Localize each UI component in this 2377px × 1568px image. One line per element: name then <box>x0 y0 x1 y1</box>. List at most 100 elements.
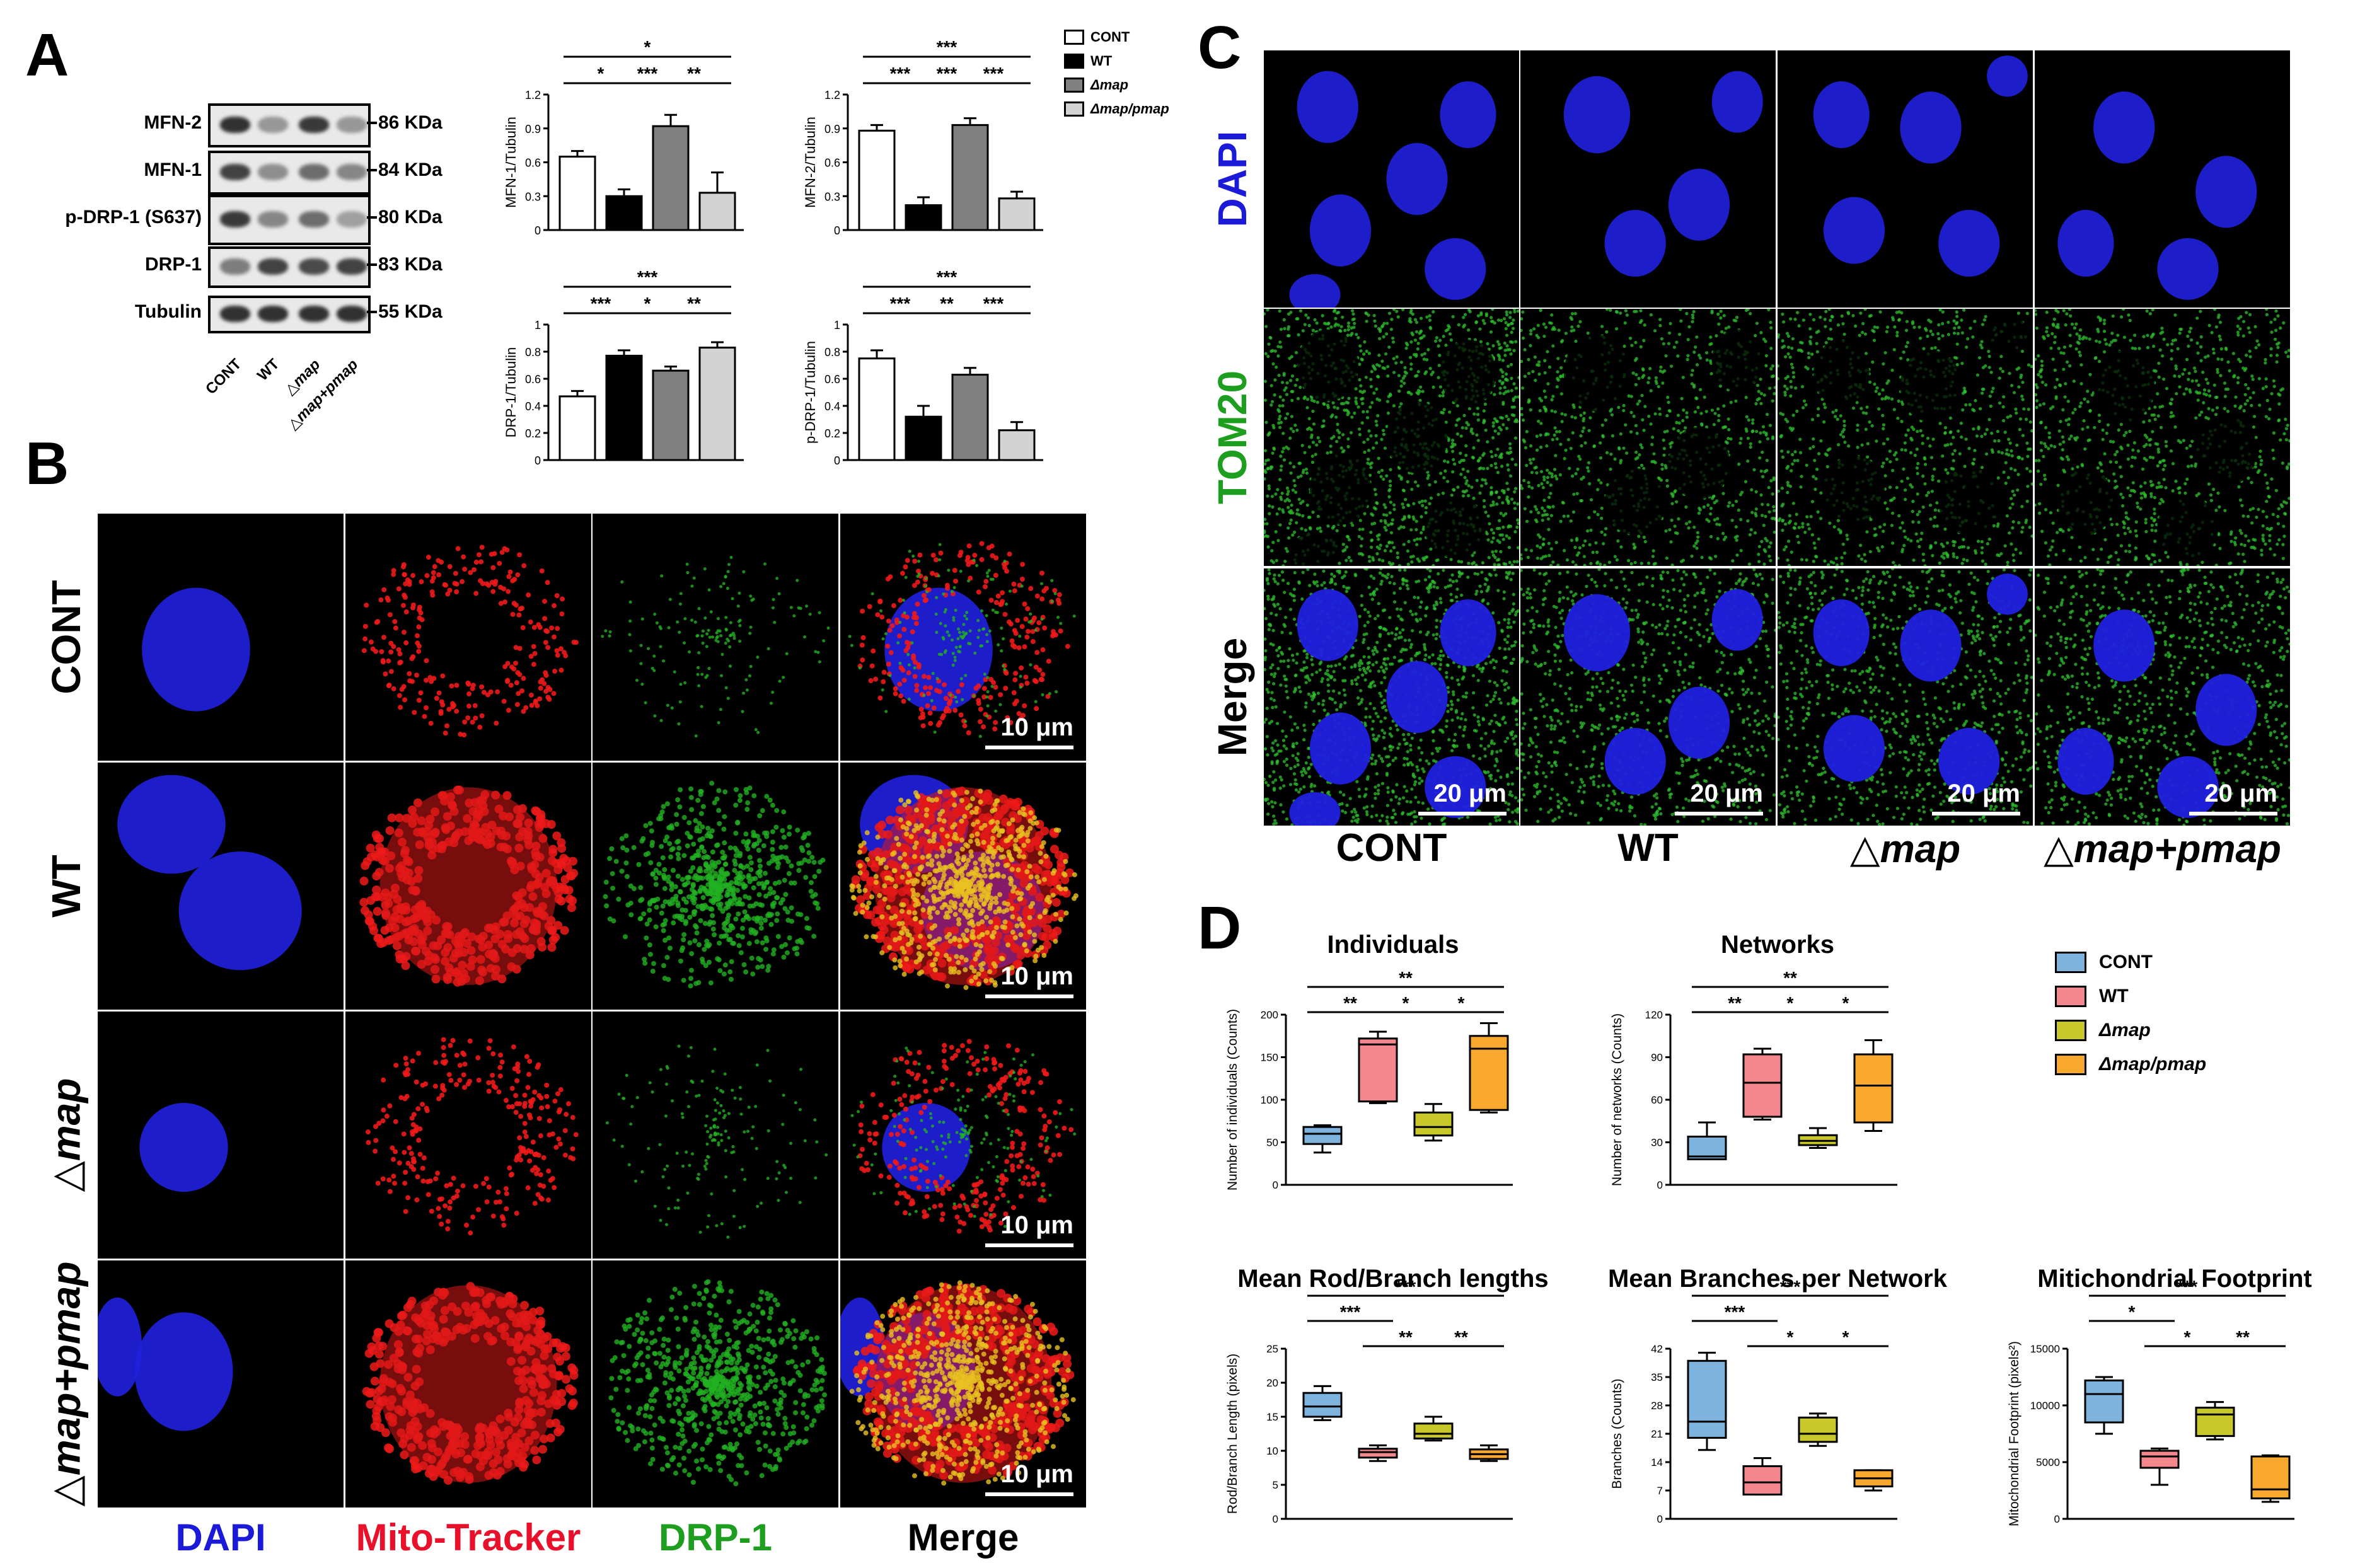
drp-dot <box>878 858 884 863</box>
mito-dot <box>992 1066 998 1072</box>
mito-dot <box>916 664 922 670</box>
drp-dot <box>905 879 911 885</box>
drp-dot <box>1031 1053 1035 1057</box>
drp-dot <box>973 809 979 815</box>
drp-dot <box>623 1369 629 1375</box>
drp-dot <box>815 1140 819 1144</box>
drp-dot <box>1053 911 1059 917</box>
mito-dot <box>445 1226 451 1231</box>
drp-dot <box>670 706 674 710</box>
mito-dot <box>1038 1107 1043 1112</box>
drp-dot <box>707 833 713 839</box>
drp-dot <box>662 885 668 891</box>
drp-dot <box>733 1096 737 1100</box>
drp-dot <box>661 804 666 809</box>
drp-dot <box>969 919 975 925</box>
drp-dot <box>774 808 780 814</box>
drp-dot <box>734 887 740 893</box>
drp-dot <box>910 641 914 645</box>
mito-dot <box>405 1195 411 1201</box>
drp-dot <box>705 674 709 677</box>
drp-dot <box>1032 938 1038 944</box>
drp-dot <box>744 807 750 812</box>
drp-dot <box>700 959 706 965</box>
drp-dot <box>970 908 976 913</box>
mito-dot <box>458 732 463 737</box>
drp-dot <box>987 1161 991 1165</box>
drp-dot <box>931 877 937 882</box>
mito-dot <box>507 1165 512 1171</box>
mito-dot <box>444 723 449 729</box>
drp-dot <box>973 860 978 866</box>
drp-dot <box>700 634 704 638</box>
mito-dot <box>1003 1108 1009 1114</box>
mito-dot <box>533 1151 539 1157</box>
drp-dot <box>659 645 662 649</box>
significance-label: * <box>644 37 651 57</box>
mito-dot <box>429 1208 434 1214</box>
drp-dot <box>874 1152 877 1156</box>
drp-dot <box>1000 649 1003 653</box>
mito-dot <box>874 822 884 832</box>
drp-dot <box>992 980 998 986</box>
drp-dot <box>607 856 613 862</box>
drp-dot <box>771 690 775 694</box>
drp-dot <box>806 858 812 864</box>
mito-dot <box>906 670 911 676</box>
drp-dot <box>819 1378 825 1383</box>
drp-dot <box>929 858 935 863</box>
mito-dot <box>1038 1142 1043 1148</box>
mito-dot <box>528 1115 533 1121</box>
drp-dot <box>736 1309 742 1315</box>
drp-dot <box>920 907 926 913</box>
mito-dot <box>569 1371 579 1380</box>
drp-dot <box>732 1150 736 1154</box>
drp-dot <box>709 828 715 834</box>
mito-dot <box>560 596 565 602</box>
mito-dot <box>942 1042 947 1048</box>
drp-dot <box>804 1414 810 1420</box>
drp-dot <box>765 1336 771 1342</box>
mito-dot <box>409 1115 415 1121</box>
drp-dot <box>963 957 969 963</box>
mito-dot <box>478 578 483 584</box>
drp-dot <box>937 817 942 822</box>
mito-dot <box>439 559 444 565</box>
mito-dot <box>396 647 402 652</box>
mito-dot <box>995 593 1001 599</box>
mito-dot <box>1010 1167 1015 1173</box>
drp-dot <box>987 902 993 908</box>
mito-dot <box>571 640 577 645</box>
drp-dot <box>784 855 789 861</box>
drp-dot <box>1014 923 1020 929</box>
mito-dot <box>922 592 927 598</box>
drp-dot <box>1007 1112 1010 1116</box>
drp-dot <box>952 618 956 622</box>
drp-dot <box>702 921 708 926</box>
drp-dot <box>775 1407 780 1412</box>
drp-dot <box>803 875 809 880</box>
mito-dot <box>416 624 422 630</box>
mito-dot <box>940 1211 946 1217</box>
mito-dot <box>490 565 496 570</box>
drp-dot <box>782 1421 788 1426</box>
mito-dot <box>983 1211 989 1217</box>
mito-dot <box>898 1124 903 1129</box>
mito-dot <box>1021 713 1026 718</box>
drp-dot <box>983 1051 987 1054</box>
drp-dot <box>601 635 604 638</box>
mito-dot <box>869 663 875 669</box>
mito-dot <box>375 1180 381 1186</box>
drp-dot <box>799 845 804 851</box>
drp-dot <box>679 948 685 954</box>
drp-dot <box>681 815 687 821</box>
scale-bar-label: 10 μm <box>1000 1211 1073 1239</box>
drp-dot <box>635 1096 639 1100</box>
drp-dot <box>658 625 662 629</box>
mito-dot <box>556 1344 565 1353</box>
row-label: △map <box>43 1078 89 1192</box>
drp-dot <box>822 639 826 643</box>
drp-dot <box>624 873 630 879</box>
mito-dot <box>375 619 381 625</box>
drp-dot <box>685 1150 688 1154</box>
